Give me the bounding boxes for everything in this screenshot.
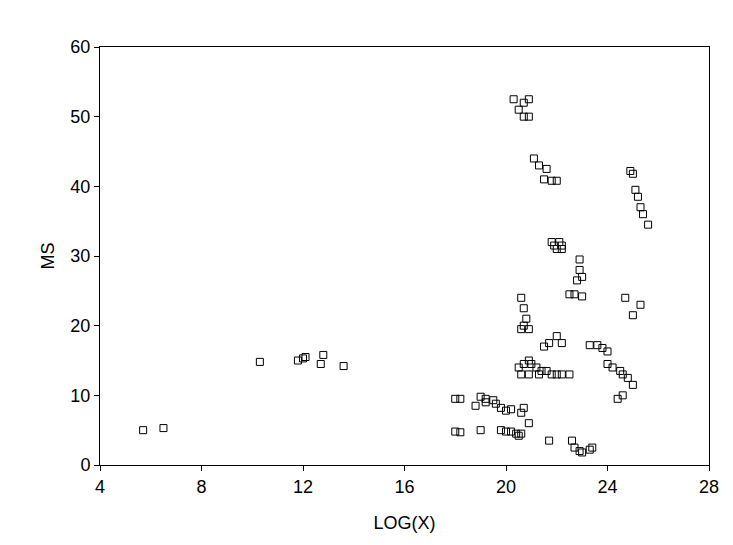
svg-text:LOG(X): LOG(X) [373, 513, 435, 533]
svg-text:50: 50 [70, 107, 90, 127]
svg-text:24: 24 [597, 477, 617, 497]
svg-text:8: 8 [196, 477, 206, 497]
svg-text:0: 0 [80, 455, 90, 475]
svg-text:12: 12 [293, 477, 313, 497]
svg-text:60: 60 [70, 37, 90, 57]
svg-text:28: 28 [699, 477, 719, 497]
svg-text:MS: MS [38, 243, 58, 270]
svg-text:20: 20 [496, 477, 516, 497]
svg-text:10: 10 [70, 386, 90, 406]
svg-text:40: 40 [70, 177, 90, 197]
svg-text:16: 16 [394, 477, 414, 497]
svg-text:30: 30 [70, 246, 90, 266]
svg-text:20: 20 [70, 316, 90, 336]
svg-text:4: 4 [95, 477, 105, 497]
